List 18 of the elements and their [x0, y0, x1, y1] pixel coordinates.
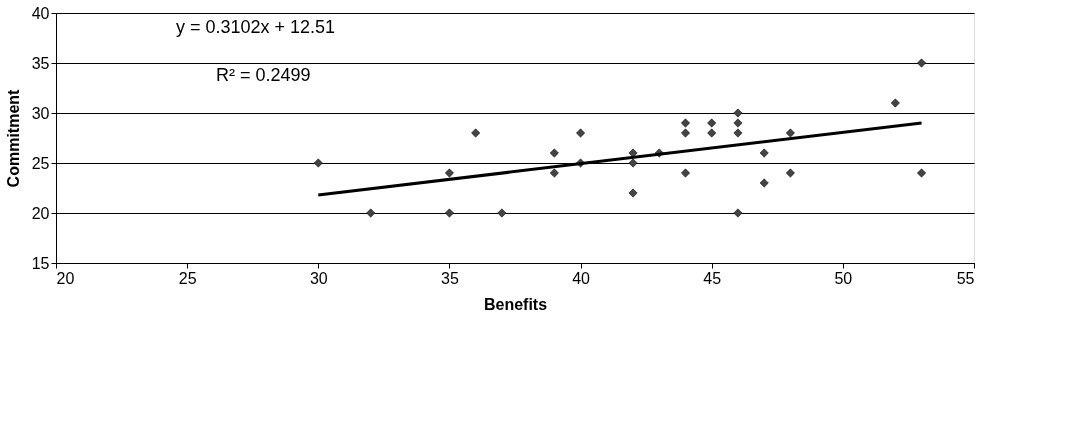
- x-tick-label: 30: [309, 269, 328, 287]
- x-tick-label: 20: [56, 269, 75, 287]
- x-tick-label: 35: [441, 269, 459, 287]
- x-tick-label: 50: [834, 269, 853, 287]
- x-tick-label: 40: [572, 269, 591, 287]
- y-tick-label: 25: [31, 154, 50, 172]
- annotation: y = 0.3102x + 12.51: [176, 17, 336, 37]
- y-tick-label: 15: [31, 254, 50, 272]
- x-tick-label: 55: [956, 269, 975, 287]
- y-tick-label: 30: [31, 104, 50, 122]
- annotation: R² = 0.2499: [216, 65, 311, 85]
- x-tick-label: 45: [703, 269, 722, 287]
- y-tick-label: 35: [31, 54, 50, 72]
- y-tick-label: 40: [31, 4, 50, 22]
- y-tick-label: 20: [31, 204, 50, 222]
- x-tick-label: 25: [178, 269, 197, 287]
- x-axis-title: Benefits: [483, 295, 548, 313]
- y-axis-title: Commitment: [4, 88, 22, 188]
